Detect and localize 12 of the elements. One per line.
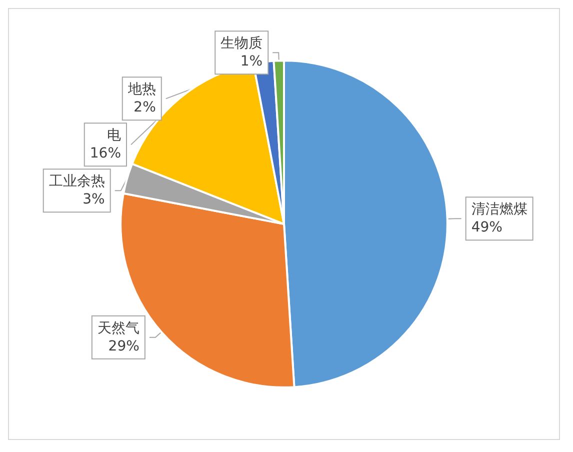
data-label: 29% xyxy=(108,338,140,354)
data-label: 3% xyxy=(82,192,105,208)
data-label: 1% xyxy=(240,54,263,70)
slice-label: 地热 xyxy=(126,82,156,98)
data-label: 16% xyxy=(90,146,121,162)
slice-label: 工业余热 xyxy=(48,174,105,190)
slice-label: 生物质 xyxy=(220,36,263,52)
slice-label: 天然气 xyxy=(97,320,140,336)
data-label: 49% xyxy=(471,220,502,236)
data-label: 2% xyxy=(134,100,156,116)
slice-label: 电 xyxy=(107,128,121,144)
slice-label: 清洁燃煤 xyxy=(471,202,528,218)
